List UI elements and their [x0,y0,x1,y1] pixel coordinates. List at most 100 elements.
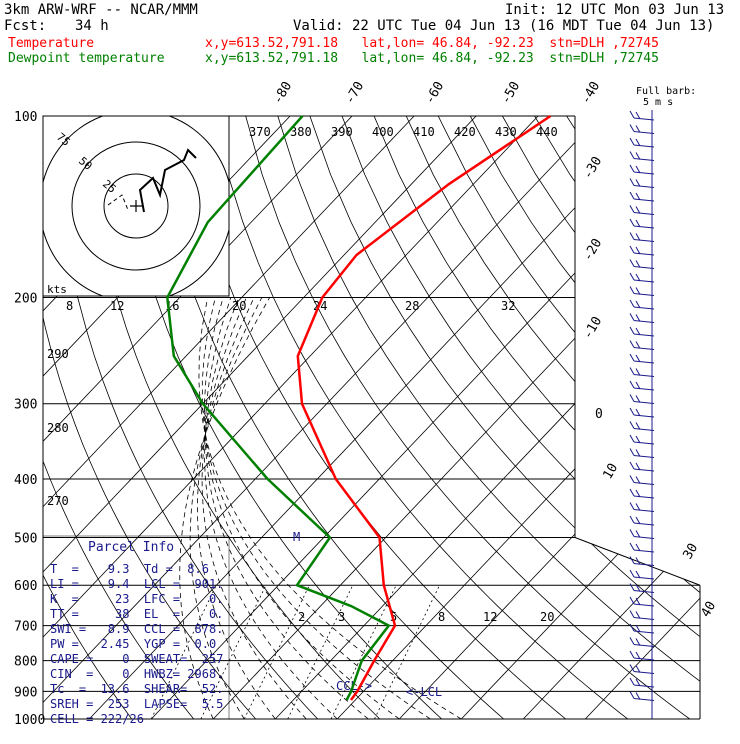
parcel-row-8: CIN = 0 HWBZ= 2968. [50,667,223,681]
dry-adiabat [246,116,690,719]
isotherm-line [275,116,740,719]
wind-barb [634,132,654,134]
mixing-ratio-label: 20 [540,610,554,624]
parcel-row-2: LI = 9.4 LCL = 901. [50,577,223,591]
isotherm-label: 40 [698,599,719,620]
speed-label: 32 [501,299,515,313]
wind-barb [634,280,654,282]
isotherm-label: -60 [422,79,447,107]
wind-barb [634,537,654,539]
isotherm-label: 10 [600,461,621,482]
wind-barb [634,577,654,579]
theta-label: 400 [372,125,394,139]
dry-adiabat [535,116,740,719]
mixing-ratio-label: 12 [483,610,497,624]
temperature-station-info: x,y=613.52,791.18 lat,lon= 46.84, -92.23… [205,37,659,51]
model-title: 3km ARW-WRF -- NCAR/MMM [4,3,198,17]
wind-barb [634,199,654,201]
wind-barb-flag [630,368,634,375]
pressure-tick-label: 500 [14,531,37,546]
dry-adiabat [438,116,740,719]
wind-barb [634,672,654,674]
wind-barb [634,402,654,404]
isotherm-label: 0 [595,407,603,422]
wind-barb-flag [630,624,634,631]
isotherm-label: 30 [680,541,701,562]
wind-barb-flag [630,314,634,321]
wind-barb-flag [630,138,634,145]
mixing-ratio-line [288,585,353,719]
forecast-hour: 34 h [75,19,109,33]
wind-barb [634,267,654,269]
isotherm-line [585,116,740,719]
wind-barb [634,429,654,431]
wind-barb [634,550,654,552]
isotherm-line [337,116,740,719]
pressure-tick-label: 1000 [14,713,45,728]
wind-barb [634,172,654,174]
wind-barb-flag [630,300,634,307]
wind-barb [634,118,654,120]
wind-barb-flag [630,381,634,388]
parcel-row-7: CAPE = 0 SWEAT= 257 [50,652,223,666]
wind-barb [634,510,654,512]
pressure-tick-label: 700 [14,620,37,635]
speed-label: 12 [110,299,124,313]
wind-barb-flag [630,287,634,294]
theta-side-label: 280 [47,421,69,435]
pressure-tick-label: 100 [14,110,37,125]
wind-barb [634,186,654,188]
theta-label: 370 [249,125,271,139]
wind-barb [634,469,654,471]
dry-adiabat [502,116,740,719]
theta-label: 440 [536,125,558,139]
wind-barb [634,618,654,620]
pressure-tick-label: 800 [14,655,37,670]
theta-label: 410 [413,125,435,139]
pressure-tick-label: 400 [14,473,37,488]
wind-barb [634,213,654,215]
wind-barb-flag [630,125,634,132]
pressure-tick-label: 900 [14,685,37,700]
wind-barb-flag [630,165,634,172]
isotherm-label: -70 [342,79,367,107]
wind-barb [634,375,654,377]
wind-barb-flag [630,408,634,415]
wind-barb-flag [630,543,634,550]
parcel-row-11: CELL = 222/26 [50,712,144,726]
wind-barb-flag [630,192,634,199]
dry-adiabat [599,116,740,719]
pressure-tick-label: 200 [14,292,37,307]
dry-adiabat [631,116,740,719]
wind-barb [634,334,654,336]
dry-adiabat [567,116,740,719]
wind-barb-flag [630,516,634,523]
wind-barb-flag [630,206,634,213]
wind-barb [634,361,654,363]
isotherm-line [523,116,740,719]
mid-level-marker: M [293,530,300,544]
temperature-legend: Temperature [8,37,94,51]
temperature-trace [298,116,551,700]
dewpoint-legend: Dewpoint temperature [8,52,165,66]
wind-barb [634,240,654,242]
wind-barb-flag [630,260,634,267]
parcel-row-3: K = 23 LFC = 0. [50,592,223,606]
init-time: Init: 12 UTC Mon 03 Jun 13 [505,3,724,17]
mixing-ratio-label: 3 [338,610,345,624]
wind-barb-flag [630,233,634,240]
isotherm-label: -50 [498,79,523,107]
mixing-ratio-label: 2 [298,610,305,624]
wind-barb [634,496,654,498]
wind-barb-flag [630,638,634,645]
wind-barb-flag [630,395,634,402]
dry-adiabat [182,116,566,719]
wind-barb [634,658,654,660]
dewpoint-station-info: x,y=613.52,791.18 lat,lon= 46.84, -92.23… [205,52,659,66]
wind-barb [634,307,654,309]
parcel-row-6: PW = 2.45 YGP = 0.0 [50,637,216,651]
wind-barb-flag [630,611,634,618]
theta-label: 420 [454,125,476,139]
isotherm-line [213,116,740,719]
wind-barb-flag [630,354,634,361]
